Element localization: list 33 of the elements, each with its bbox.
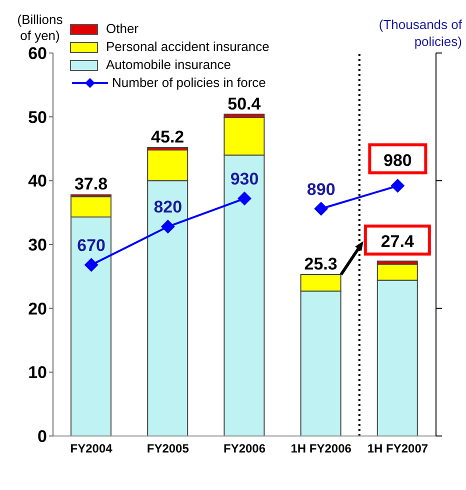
x-tick-label: FY2005 xyxy=(146,442,190,456)
y-tick-label: 30 xyxy=(28,236,47,255)
legend-label: Other xyxy=(106,20,139,38)
y2-axis-title: (Thousands of policies) xyxy=(378,16,462,50)
x-tick-label: FY2004 xyxy=(70,442,113,456)
y-tick-label: 10 xyxy=(28,363,47,382)
point xyxy=(390,178,405,193)
x-tick-label: 1H FY2007 xyxy=(367,442,428,456)
legend-label: Number of policies in force xyxy=(112,74,266,92)
total-label: 50.4 xyxy=(228,94,262,114)
point xyxy=(238,192,252,206)
total-label: 45.2 xyxy=(151,127,184,146)
y-tick-label: 20 xyxy=(28,299,47,318)
x-tick-label: FY2006 xyxy=(223,442,266,456)
point xyxy=(84,258,98,272)
data-label: 930 xyxy=(230,170,259,189)
total-label: 37.8 xyxy=(74,174,108,194)
y-tick-label: 0 xyxy=(38,427,47,446)
data-label: 820 xyxy=(154,198,182,217)
point xyxy=(160,220,175,234)
legend-label: Automobile insurance xyxy=(106,56,232,74)
point xyxy=(314,202,328,216)
data-label: 980 xyxy=(384,150,412,170)
total-label: 25.3 xyxy=(304,254,338,274)
legend-label: Personal accident insurance xyxy=(106,38,270,56)
x-tick-label: 1H FY2006 xyxy=(290,442,352,456)
y-axis-title: (Billions of yen) xyxy=(16,12,64,44)
y-tick-label: 50 xyxy=(28,108,47,127)
y-tick-label: 60 xyxy=(28,44,47,64)
y-tick-label: 40 xyxy=(28,172,47,191)
data-label: 670 xyxy=(77,236,106,255)
data-label: 890 xyxy=(306,180,336,199)
total-label: 27.4 xyxy=(380,232,414,252)
